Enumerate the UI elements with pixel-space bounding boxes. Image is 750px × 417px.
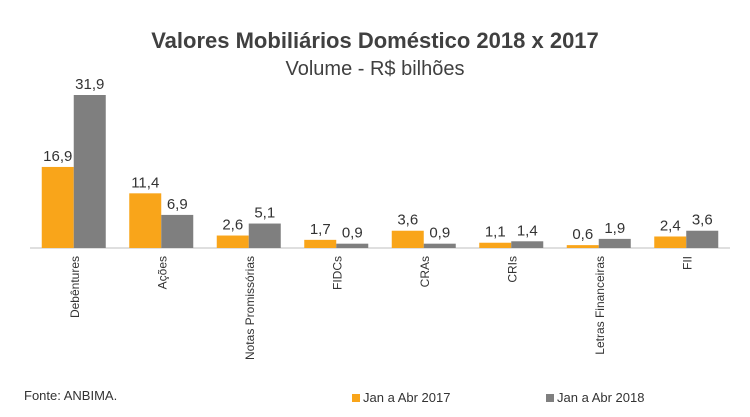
legend-item-2017: Jan a Abr 2017 <box>352 390 450 405</box>
bar-2017 <box>654 236 687 248</box>
bar-2018 <box>161 214 194 248</box>
category-label: Notas Promissórias <box>243 256 257 360</box>
category-label: Ações <box>155 256 169 289</box>
category-label: FII <box>680 256 694 270</box>
category-label: FIDCs <box>330 256 344 290</box>
category-label: CRIs <box>505 256 519 283</box>
data-label: 1,4 <box>517 222 538 239</box>
bar-2017 <box>479 242 512 248</box>
bar-2018 <box>248 223 281 248</box>
bar-2017 <box>391 230 424 248</box>
bar-2018 <box>511 241 544 248</box>
data-label: 16,9 <box>43 148 72 165</box>
bar-2017 <box>566 245 599 248</box>
data-label: 5,1 <box>254 205 275 222</box>
bar-2018 <box>686 230 719 248</box>
source-note: Fonte: ANBIMA. <box>24 388 118 403</box>
legend-label: Jan a Abr 2018 <box>557 390 645 405</box>
bar-2018 <box>598 238 631 248</box>
data-label: 0,9 <box>342 225 363 242</box>
bar-2017 <box>129 193 162 248</box>
chart-title: Valores Mobiliários Doméstico 2018 x 201… <box>151 28 599 53</box>
data-label: 0,9 <box>429 225 450 242</box>
data-label: 3,6 <box>397 212 418 229</box>
data-label: 2,6 <box>222 217 243 234</box>
category-label: Letras Financeiras <box>593 256 607 355</box>
bar-2017 <box>41 166 74 248</box>
legend-item-2018: Jan a Abr 2018 <box>546 390 644 405</box>
data-label: 6,9 <box>167 196 188 213</box>
category-label: Debêntures <box>68 256 82 318</box>
data-label: 3,6 <box>692 212 713 229</box>
data-label: 0,6 <box>572 226 593 243</box>
bar-2018 <box>336 243 369 248</box>
data-label: 1,9 <box>604 220 625 237</box>
bar-2018 <box>423 243 456 248</box>
data-label: 1,1 <box>485 224 506 241</box>
chart-subtitle: Volume - R$ bilhões <box>285 58 465 80</box>
data-label: 11,4 <box>131 174 159 191</box>
bar-2018 <box>73 95 106 248</box>
legend-swatch <box>352 393 360 402</box>
data-label: 1,7 <box>310 221 331 238</box>
bar-2017 <box>304 239 337 248</box>
data-label: 31,9 <box>75 76 104 93</box>
category-label: CRAs <box>418 256 432 287</box>
bar-2017 <box>216 235 249 248</box>
legend-swatch <box>546 393 554 402</box>
data-label: 2,4 <box>660 217 681 234</box>
legend-label: Jan a Abr 2017 <box>363 390 451 405</box>
